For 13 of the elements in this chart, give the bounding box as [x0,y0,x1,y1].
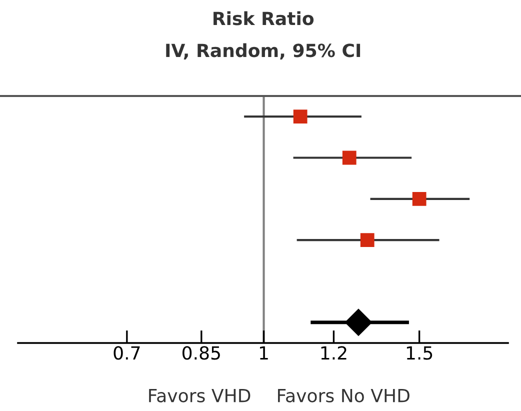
chart-title: Risk Ratio [214,11,314,26]
x-tick-label: 1.5 [406,346,432,360]
point [412,192,426,206]
x-tick-label: 0.7 [114,346,140,360]
text: Favors No VHD [278,388,410,402]
x-tick-label: 0.85 [182,346,220,360]
chart-subtitle: IV, Random, 95% CI [166,43,360,60]
point [342,150,356,165]
point [345,308,372,336]
x-tick-label: 1 [260,346,268,360]
x-tick-label: 1.2 [321,346,346,360]
point [360,233,374,248]
text: Favors VHD [149,388,250,402]
